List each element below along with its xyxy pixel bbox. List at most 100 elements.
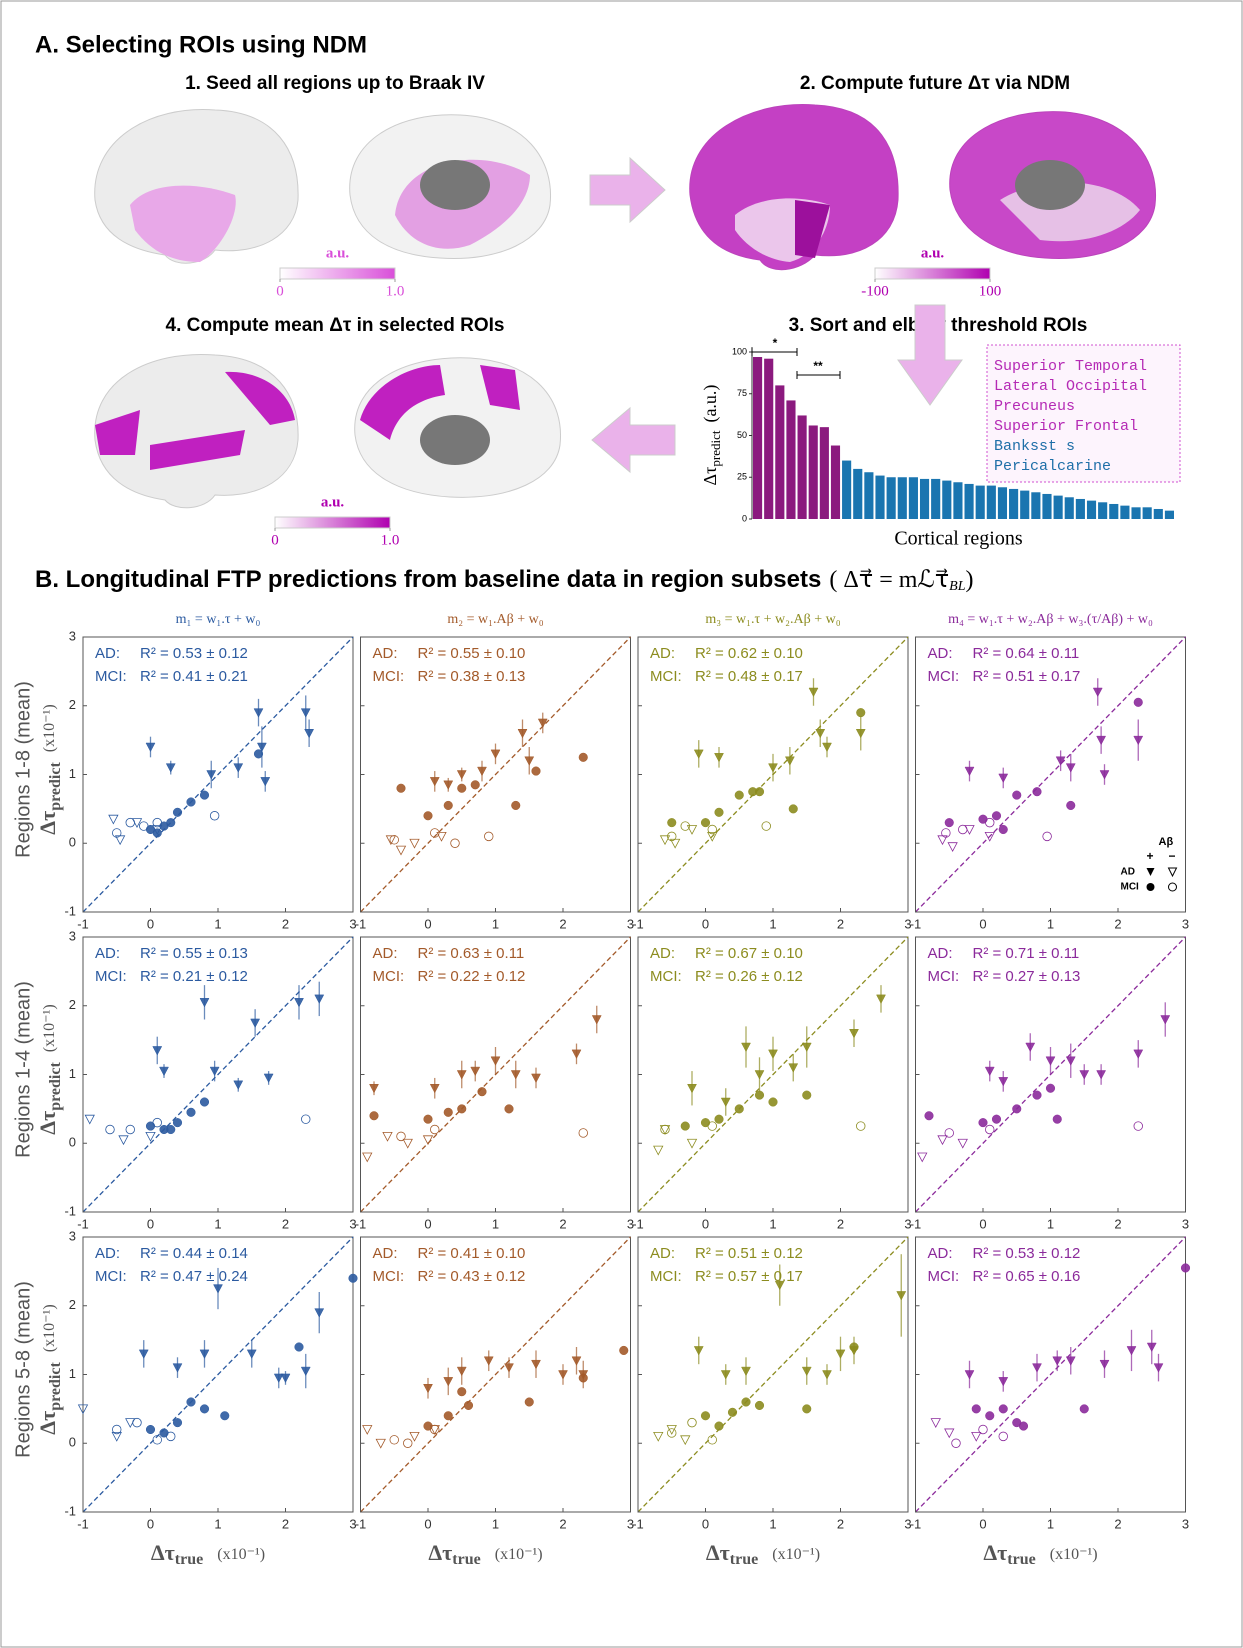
bar xyxy=(842,461,851,519)
x-tick-label: 2 xyxy=(559,1516,566,1531)
x-tick-label: 0 xyxy=(702,916,709,931)
model-title: m₃ = w₁.τ + w₂.Aβ + w₀ xyxy=(705,612,840,627)
y-tick-label: 100 xyxy=(732,346,747,356)
point xyxy=(153,829,162,838)
x-tick-label: 0 xyxy=(424,916,431,931)
y-tick-label: -1 xyxy=(64,903,76,918)
colorbar-tick-label: 1.0 xyxy=(386,283,405,299)
x-tick-label: 2 xyxy=(559,1216,566,1231)
roi-name: Banksst s xyxy=(994,438,1075,455)
x-tick-label: 3 xyxy=(1182,916,1189,931)
annotation: AD: xyxy=(650,645,675,662)
x-tick-label: 2 xyxy=(282,916,289,931)
annotation: R² = 0.62 ± 0.10 xyxy=(695,645,803,662)
annotation: R² = 0.67 ± 0.10 xyxy=(695,945,803,962)
label-sub: predict xyxy=(47,762,64,811)
x-tick-label: -1 xyxy=(355,1216,367,1231)
x-tick-label: 0 xyxy=(424,1516,431,1531)
annotation: R² = 0.22 ± 0.12 xyxy=(418,968,526,985)
annotation: R² = 0.65 ± 0.16 xyxy=(973,1268,1081,1285)
bar xyxy=(1154,509,1163,519)
point xyxy=(735,1105,744,1114)
annotation: AD: xyxy=(650,945,675,962)
annotation: * xyxy=(773,336,778,350)
point xyxy=(457,784,466,793)
point xyxy=(200,1098,209,1107)
point xyxy=(160,1429,169,1438)
step-title: 2. Compute future Δτ via NDM xyxy=(800,73,1070,94)
point xyxy=(992,1115,1001,1124)
annotation: R² = 0.26 ± 0.12 xyxy=(695,968,803,985)
annotation: R² = 0.38 ± 0.13 xyxy=(418,668,526,685)
bar xyxy=(1120,506,1129,519)
brain-medial-seed xyxy=(350,115,551,259)
annotation: AD: xyxy=(373,1245,398,1262)
x-tick-label: 3 xyxy=(1182,1216,1189,1231)
point xyxy=(681,1122,690,1131)
label-sub: true xyxy=(1007,1551,1035,1568)
y-tick-label: 0 xyxy=(742,513,747,523)
point xyxy=(457,1105,466,1114)
x-tick-label: 0 xyxy=(702,1216,709,1231)
label: Δτ xyxy=(983,1540,1007,1565)
x-tick-label: -1 xyxy=(632,916,644,931)
point xyxy=(802,1405,811,1414)
x-tick-label: -1 xyxy=(910,916,922,931)
x-tick-label: 0 xyxy=(147,916,154,931)
bar xyxy=(976,486,985,519)
bar xyxy=(786,400,795,519)
annotation: R² = 0.41 ± 0.21 xyxy=(140,668,248,685)
annotation: R² = 0.53 ± 0.12 xyxy=(973,1245,1081,1262)
legend-pos: + xyxy=(1147,849,1154,863)
annotation: MCI: xyxy=(95,1268,127,1285)
colorbar-tick-label: 100 xyxy=(979,283,1002,299)
label: Δτ xyxy=(35,811,60,835)
colorbar xyxy=(280,268,395,279)
legend-neg: − xyxy=(1169,849,1176,863)
bar xyxy=(809,425,818,519)
y-tick-label: -1 xyxy=(64,1503,76,1518)
point xyxy=(925,1111,934,1120)
y-tick-label: 0 xyxy=(69,1135,76,1150)
x-tick-label: 1 xyxy=(1047,916,1054,931)
x-tick-label: 1 xyxy=(1047,1216,1054,1231)
point xyxy=(166,818,175,827)
annotation: ** xyxy=(813,359,823,373)
point xyxy=(1080,1405,1089,1414)
bar xyxy=(1020,491,1029,519)
point xyxy=(1033,787,1042,796)
annotation: R² = 0.21 ± 0.12 xyxy=(140,968,248,985)
label: Δτ xyxy=(700,467,720,486)
colorbar-tick-label: 1.0 xyxy=(381,532,400,548)
point xyxy=(701,818,710,827)
y-tick-label: 2 xyxy=(69,997,76,1012)
point xyxy=(755,1401,764,1410)
colorbar-label: a.u. xyxy=(321,494,345,510)
point xyxy=(511,801,520,810)
bar xyxy=(1009,489,1018,519)
annotation: R² = 0.71 ± 0.11 xyxy=(973,945,1080,962)
bar xyxy=(1109,504,1118,519)
colorbar-label: a.u. xyxy=(326,245,350,261)
annotation: MCI: xyxy=(650,1268,682,1285)
point xyxy=(1019,1422,1028,1431)
point xyxy=(945,818,954,827)
annotation: MCI: xyxy=(373,1268,405,1285)
point xyxy=(532,767,541,776)
row-label: Regions 1-4 (mean) xyxy=(12,981,34,1158)
annotation: R² = 0.64 ± 0.11 xyxy=(973,645,1080,662)
label-sub: true xyxy=(452,1551,480,1568)
point xyxy=(769,1098,778,1107)
label-sub: predict xyxy=(47,1062,64,1111)
x-tick-label: 0 xyxy=(147,1216,154,1231)
annotation: R² = 0.48 ± 0.17 xyxy=(695,668,803,685)
point xyxy=(735,791,744,800)
x-tick-label: 2 xyxy=(282,1216,289,1231)
x-tick-label: 2 xyxy=(837,1216,844,1231)
point xyxy=(349,1274,358,1283)
section-a-title: A. Selecting ROIs using NDM xyxy=(35,31,367,58)
point xyxy=(444,801,453,810)
bar xyxy=(864,472,873,519)
annotation: MCI: xyxy=(373,668,405,685)
y-tick-label: 75 xyxy=(737,388,747,398)
